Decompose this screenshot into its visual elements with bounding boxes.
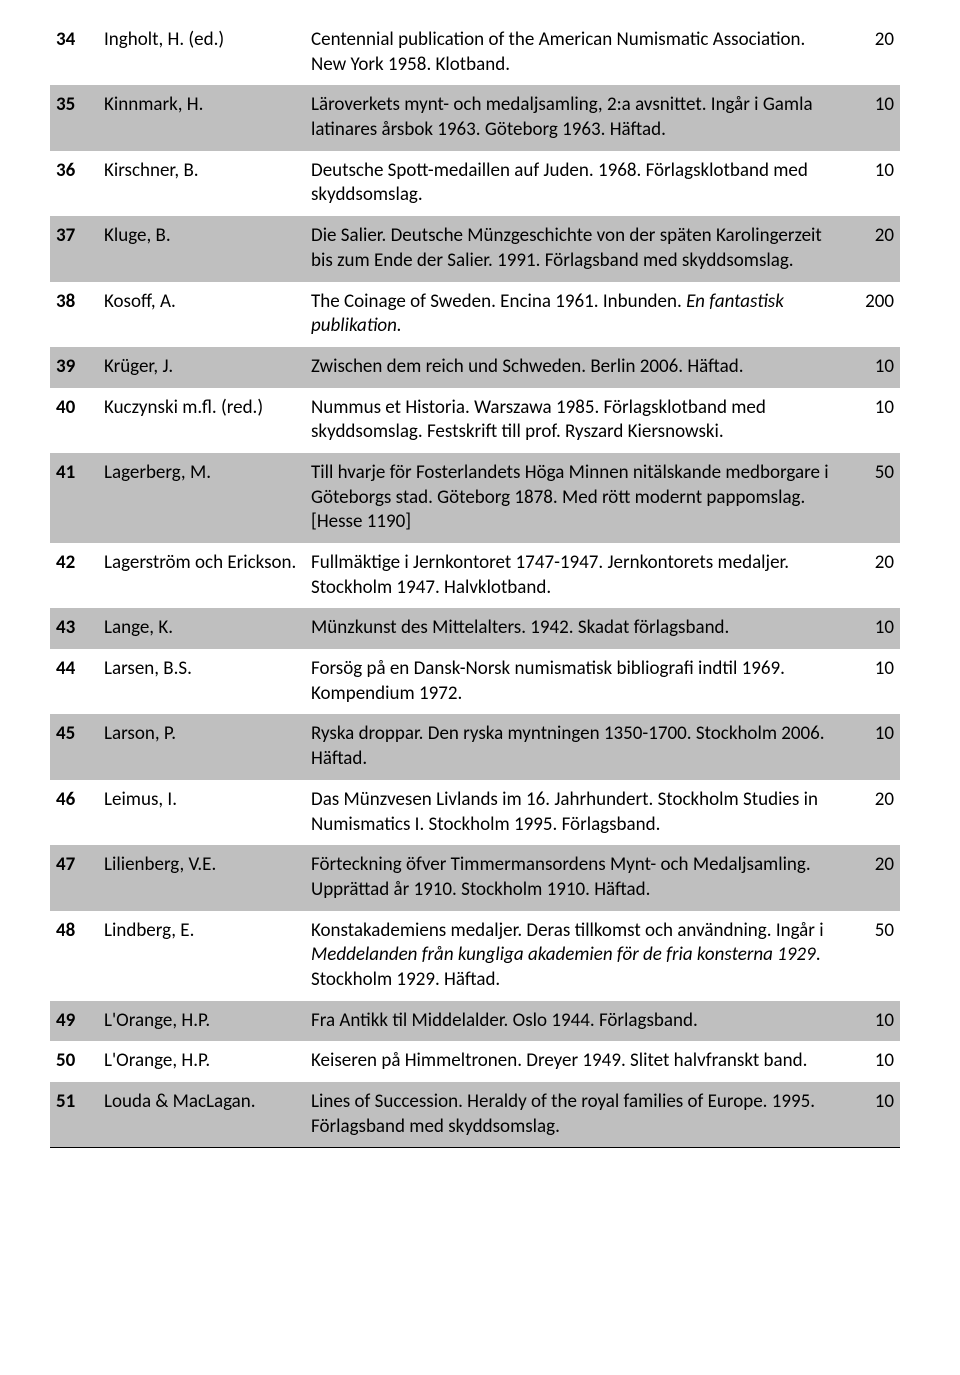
row-price: 50 [838, 911, 900, 1001]
row-price: 10 [838, 388, 900, 453]
row-number: 50 [50, 1041, 98, 1082]
row-description: Münzkunst des Mittelalters. 1942. Skadat… [305, 608, 838, 649]
row-number: 44 [50, 649, 98, 714]
catalog-table: 34Ingholt, H. (ed.)Centennial publicatio… [50, 20, 900, 1148]
row-description: Centennial publication of the American N… [305, 20, 838, 85]
row-number: 46 [50, 780, 98, 845]
row-author: Louda & MacLagan. [98, 1082, 305, 1148]
table-row: 40Kuczynski m.fl. (red.)Nummus et Histor… [50, 388, 900, 453]
row-number: 36 [50, 151, 98, 216]
row-description: Die Salier. Deutsche Münzgeschichte von … [305, 216, 838, 281]
row-price: 10 [838, 347, 900, 388]
table-row: 47Lilienberg, V.E.Förteckning öfver Timm… [50, 845, 900, 910]
row-author: Kinnmark, H. [98, 85, 305, 150]
table-row: 51Louda & MacLagan.Lines of Succession. … [50, 1082, 900, 1148]
row-author: Krüger, J. [98, 347, 305, 388]
row-description: The Coinage of Sweden. Encina 1961. Inbu… [305, 282, 838, 347]
row-number: 47 [50, 845, 98, 910]
row-number: 37 [50, 216, 98, 281]
row-price: 10 [838, 608, 900, 649]
table-row: 49L'Orange, H.P.Fra Antikk til Middelald… [50, 1001, 900, 1042]
row-price: 10 [838, 151, 900, 216]
row-author: Lagerström och Erickson. [98, 543, 305, 608]
row-author: Kuczynski m.fl. (red.) [98, 388, 305, 453]
row-description: Keiseren på Himmeltronen. Dreyer 1949. S… [305, 1041, 838, 1082]
table-row: 35Kinnmark, H.Läroverkets mynt- och meda… [50, 85, 900, 150]
row-price: 10 [838, 1082, 900, 1148]
table-row: 50L'Orange, H.P.Keiseren på Himmeltronen… [50, 1041, 900, 1082]
row-author: Kirschner, B. [98, 151, 305, 216]
table-row: 43Lange, K.Münzkunst des Mittelalters. 1… [50, 608, 900, 649]
row-description: Läroverkets mynt- och medaljsamling, 2:a… [305, 85, 838, 150]
row-number: 45 [50, 714, 98, 779]
row-author: Lange, K. [98, 608, 305, 649]
row-author: Leimus, I. [98, 780, 305, 845]
row-number: 49 [50, 1001, 98, 1042]
row-price: 20 [838, 780, 900, 845]
row-author: Larsen, B.S. [98, 649, 305, 714]
table-row: 38Kosoff, A.The Coinage of Sweden. Encin… [50, 282, 900, 347]
row-price: 50 [838, 453, 900, 543]
row-price: 10 [838, 649, 900, 714]
row-price: 10 [838, 85, 900, 150]
row-author: Kosoff, A. [98, 282, 305, 347]
row-author: L'Orange, H.P. [98, 1041, 305, 1082]
table-row: 37Kluge, B.Die Salier. Deutsche Münzgesc… [50, 216, 900, 281]
row-description: Das Münzvesen Livlands im 16. Jahrhunder… [305, 780, 838, 845]
row-number: 35 [50, 85, 98, 150]
row-price: 10 [838, 1001, 900, 1042]
row-description: Forsög på en Dansk-Norsk numismatisk bib… [305, 649, 838, 714]
row-price: 10 [838, 1041, 900, 1082]
row-description: Förteckning öfver Timmermansordens Mynt-… [305, 845, 838, 910]
row-number: 34 [50, 20, 98, 85]
row-number: 40 [50, 388, 98, 453]
table-row: 48Lindberg, E.Konstakademiens medaljer. … [50, 911, 900, 1001]
row-description: Zwischen dem reich und Schweden. Berlin … [305, 347, 838, 388]
row-author: Larson, P. [98, 714, 305, 779]
row-description: Lines of Succession. Heraldy of the roya… [305, 1082, 838, 1148]
row-author: Lilienberg, V.E. [98, 845, 305, 910]
table-row: 44Larsen, B.S.Forsög på en Dansk-Norsk n… [50, 649, 900, 714]
row-number: 51 [50, 1082, 98, 1148]
row-number: 38 [50, 282, 98, 347]
row-description: Till hvarje för Fosterlandets Höga Minne… [305, 453, 838, 543]
row-price: 20 [838, 216, 900, 281]
table-row: 45Larson, P.Ryska droppar. Den ryska myn… [50, 714, 900, 779]
table-row: 42Lagerström och Erickson.Fullmäktige i … [50, 543, 900, 608]
row-author: Kluge, B. [98, 216, 305, 281]
table-row: 36Kirschner, B.Deutsche Spott-medaillen … [50, 151, 900, 216]
table-row: 46Leimus, I.Das Münzvesen Livlands im 16… [50, 780, 900, 845]
row-price: 20 [838, 20, 900, 85]
table-row: 41Lagerberg, M.Till hvarje för Fosterlan… [50, 453, 900, 543]
row-description: Fullmäktige i Jernkontoret 1747-1947. Je… [305, 543, 838, 608]
row-number: 41 [50, 453, 98, 543]
row-price: 10 [838, 714, 900, 779]
row-description: Konstakademiens medaljer. Deras tillkoms… [305, 911, 838, 1001]
row-number: 43 [50, 608, 98, 649]
row-number: 39 [50, 347, 98, 388]
row-author: Ingholt, H. (ed.) [98, 20, 305, 85]
row-description: Deutsche Spott-medaillen auf Juden. 1968… [305, 151, 838, 216]
table-row: 39Krüger, J.Zwischen dem reich und Schwe… [50, 347, 900, 388]
row-author: Lagerberg, M. [98, 453, 305, 543]
table-row: 34Ingholt, H. (ed.)Centennial publicatio… [50, 20, 900, 85]
row-price: 200 [838, 282, 900, 347]
row-number: 42 [50, 543, 98, 608]
row-number: 48 [50, 911, 98, 1001]
row-description: Nummus et Historia. Warszawa 1985. Förla… [305, 388, 838, 453]
row-author: Lindberg, E. [98, 911, 305, 1001]
row-description: Ryska droppar. Den ryska myntningen 1350… [305, 714, 838, 779]
row-price: 20 [838, 845, 900, 910]
row-description: Fra Antikk til Middelalder. Oslo 1944. F… [305, 1001, 838, 1042]
row-author: L'Orange, H.P. [98, 1001, 305, 1042]
row-price: 20 [838, 543, 900, 608]
